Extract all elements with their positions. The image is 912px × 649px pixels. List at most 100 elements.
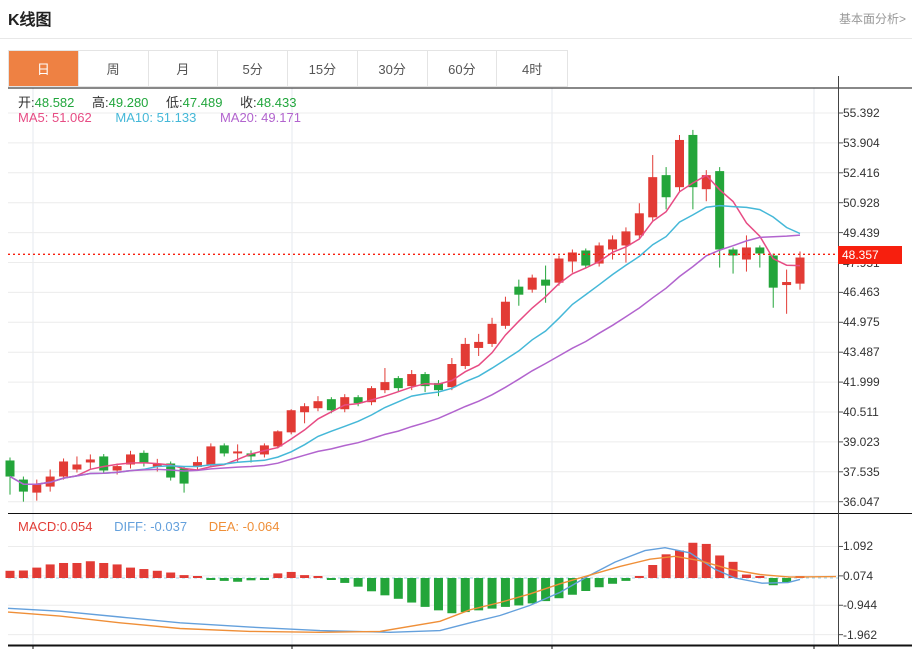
macd-bar [139,569,149,578]
macd-bar [273,573,283,578]
candle-body [581,250,591,266]
macd-bar [353,578,363,587]
tab-period-0[interactable]: 日 [9,51,79,86]
macd-bar [246,578,256,581]
dea-line [7,555,837,634]
candle-body [393,378,403,389]
main-y-axis-label: 46.463 [843,285,880,300]
main-y-axis-label: 49.439 [843,225,880,240]
tab-period-1[interactable]: 周 [78,51,149,86]
dea-label: DEA: [208,519,240,534]
page-title: K线图 [8,12,52,29]
macd-bar [59,562,69,578]
main-y-axis-label: 40.511 [843,405,879,419]
candle-body [340,397,350,410]
macd-bar [85,561,95,578]
candle-body [300,406,310,413]
candle-body [621,231,631,246]
candle-body [192,462,202,467]
main-y-axis-label: 37.535 [843,464,880,479]
candle-body [661,175,671,198]
candle-body [768,255,778,288]
candle-body [407,374,417,387]
ma20-value: 49.171 [261,110,301,125]
macd-y-axis-label: -1.962 [843,627,878,642]
macd-bar [527,578,537,604]
macd-bar [701,543,711,578]
macd-bar [192,576,202,578]
candle-body [487,323,497,344]
tab-period-3[interactable]: 5分 [218,51,288,86]
main-y-axis-label: 39.023 [843,434,880,449]
macd-bar [32,567,42,578]
ma5-value: 51.062 [51,110,92,125]
candle-body [152,463,162,467]
tab-period-5[interactable]: 30分 [357,51,428,86]
candle-body [112,466,122,471]
candle-body [782,282,792,286]
candle-body [608,239,618,250]
diff-line [7,546,801,634]
candle-body [286,410,296,433]
diff-value: -0.037 [150,519,188,534]
macd-bar [675,550,684,578]
macd-bar [5,570,15,578]
tab-period-2[interactable]: 月 [148,51,219,86]
candle-body [554,258,564,283]
macd-bar [433,578,443,611]
ma20-line [9,234,801,485]
candle-body [447,364,457,388]
tab-period-6[interactable]: 60分 [427,51,498,86]
macd-bar [259,578,269,580]
ma10-line [9,204,801,485]
candle-body [675,139,684,188]
main-y-axis-label: 50.928 [843,195,880,210]
candle-body [367,388,377,403]
main-y-axis-label: 43.487 [843,345,880,360]
macd-bar [72,562,82,578]
candle-body [701,175,711,190]
macd-bar [18,570,28,578]
tab-period-7[interactable]: 4时 [497,51,567,86]
candle-body [755,247,765,254]
candle-body [500,301,510,326]
candle-body [514,286,524,295]
high-label: 高: [92,95,109,110]
candle-body [326,399,336,411]
open-label: 开: [18,95,35,110]
candle-body [353,397,363,404]
candle-body [85,459,95,463]
candle-body [72,464,82,470]
macd-y-axis-label: 1.092 [843,539,874,554]
macd-bar [608,578,618,584]
fundamental-analysis-link[interactable]: 基本面分析> [838,12,906,26]
macd-bar [45,564,55,578]
macd-bar [500,578,510,607]
last-price-badge: 48.357 [838,246,902,264]
candle-body [179,468,189,484]
macd-bar [648,565,658,578]
macd-bar [179,575,189,578]
candle-body [795,257,805,284]
candle-body [233,451,243,454]
candle-body [634,213,644,236]
macd-bar [741,574,751,578]
macd-bar [755,576,765,578]
candle-body [18,479,28,492]
tab-period-4[interactable]: 15分 [288,51,358,86]
macd-bar [326,578,336,580]
macd-bar [219,578,229,581]
macd-bar [300,575,310,578]
candle-body [139,452,149,464]
close-label: 收: [240,95,257,110]
macd-y-axis-label: -0.944 [843,598,878,613]
macd-bar [340,578,350,583]
main-y-axis-label: 44.975 [843,315,880,330]
macd-value: 0.054 [59,519,93,534]
ma10-label: MA10: [115,110,153,125]
main-y-axis-label: 52.416 [843,165,880,180]
macd-readout: MACD:0.054 DIFF: -0.037 DEA: -0.064 [18,519,280,534]
ma10-value: 51.133 [156,110,197,125]
candle-body [433,383,443,391]
